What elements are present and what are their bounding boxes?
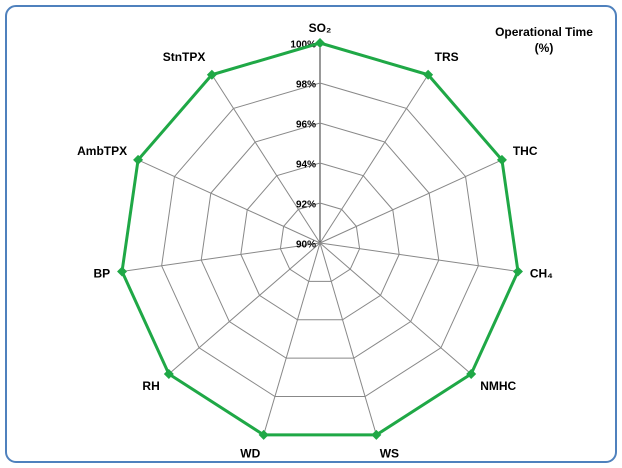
marker [496, 154, 507, 165]
category-label: THC [513, 144, 538, 158]
chart-title: Operational Time (%) [495, 25, 593, 55]
marker [512, 266, 523, 277]
marker [423, 69, 434, 80]
tick: 94% [296, 160, 316, 171]
tick: 100% [290, 40, 316, 51]
category-label: AmbTPX [77, 144, 127, 158]
spoke [319, 74, 429, 244]
marker [133, 154, 144, 165]
category-label: WS [380, 446, 399, 460]
marker [117, 266, 128, 277]
marker [163, 368, 174, 379]
tick: 92% [296, 200, 316, 211]
chart-frame [5, 5, 617, 463]
category-label: SO₂ [309, 21, 332, 35]
tick: 98% [296, 80, 316, 91]
spoke [168, 242, 321, 375]
spoke [319, 159, 503, 244]
tick: 90% [296, 240, 316, 251]
category-label: BP [93, 266, 110, 280]
marker [466, 368, 477, 379]
series-line [120, 41, 520, 437]
spoke [121, 242, 321, 272]
category-label: WD [240, 446, 260, 460]
marker [258, 429, 269, 440]
category-label: NMHC [480, 379, 516, 393]
category-label: RH [142, 379, 159, 393]
marker [206, 69, 217, 80]
spoke [137, 159, 321, 244]
grid-ring [161, 82, 479, 398]
marker [371, 429, 382, 440]
grid-ring [200, 122, 440, 359]
category-label: StnTPX [163, 50, 206, 64]
category-label: TRS [435, 50, 459, 64]
spoke [211, 74, 321, 244]
spoke [319, 242, 472, 375]
spoke [263, 242, 321, 436]
category-label: CH₄ [530, 266, 553, 280]
tick: 96% [296, 120, 316, 131]
spoke [319, 242, 377, 436]
grid-ring [279, 202, 361, 282]
spoke [319, 242, 519, 272]
grid-ring [240, 162, 400, 321]
marker [315, 38, 325, 48]
